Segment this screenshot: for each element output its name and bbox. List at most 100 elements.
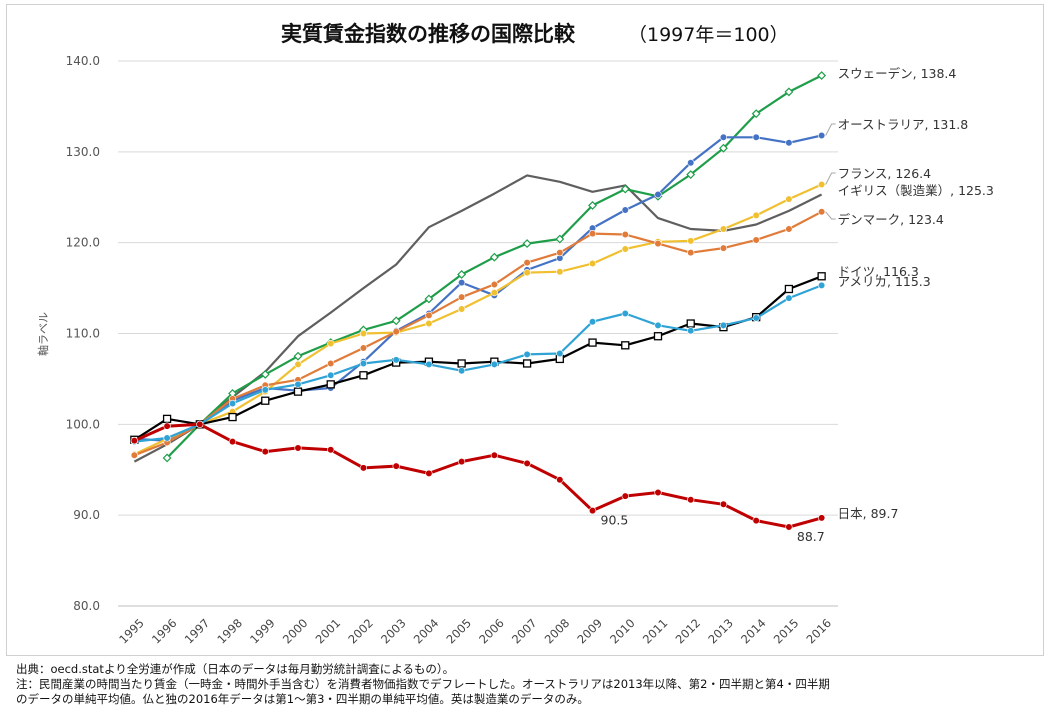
data-point — [621, 309, 629, 318]
series-line — [133, 183, 823, 456]
data-point — [556, 349, 564, 358]
data-point — [752, 133, 760, 141]
data-point — [490, 280, 498, 289]
data-point — [653, 332, 663, 341]
data-point — [490, 289, 498, 297]
data-point — [327, 446, 335, 454]
y-tick-label: 80.0 — [73, 599, 100, 613]
x-tick-label: 2011 — [640, 616, 671, 647]
data-point — [785, 523, 793, 531]
data-point — [556, 476, 564, 484]
data-point — [458, 457, 466, 466]
y-tick-label: 90.0 — [73, 508, 100, 522]
data-point — [425, 311, 433, 319]
data-point — [588, 507, 597, 515]
data-point — [392, 462, 400, 470]
y-tick-label: 140.0 — [66, 54, 100, 68]
data-point — [752, 314, 760, 322]
data-point — [751, 109, 761, 119]
data-point — [424, 294, 434, 304]
data-point — [327, 359, 335, 368]
data-point — [490, 360, 498, 368]
data-point — [130, 437, 138, 445]
data-point — [719, 225, 728, 233]
data-point — [425, 319, 433, 328]
series-line — [133, 275, 822, 441]
y-tick-label: 130.0 — [66, 145, 100, 159]
data-point — [818, 514, 826, 522]
series-end-label: フランス, 126.4 — [838, 166, 932, 181]
series-line — [134, 210, 823, 457]
data-point — [327, 339, 335, 348]
data-point — [130, 451, 138, 459]
data-point — [359, 464, 368, 472]
x-tick-label: 2000 — [280, 616, 311, 647]
data-point — [457, 359, 466, 368]
x-tick-label: 2007 — [509, 616, 540, 647]
data-point — [261, 447, 269, 456]
data-point — [359, 359, 368, 368]
data-point — [489, 252, 499, 262]
data-point — [719, 244, 728, 252]
data-point — [752, 517, 760, 525]
x-tick-label: 2005 — [444, 616, 475, 647]
data-point — [392, 328, 400, 336]
data-point — [359, 344, 368, 352]
x-tick-label: 2009 — [574, 616, 605, 647]
series-end-label: アメリカ, 115.3 — [838, 274, 931, 289]
series-layer — [130, 71, 827, 531]
data-point — [654, 321, 662, 329]
x-tick-label: 2010 — [607, 616, 638, 647]
data-point — [228, 437, 237, 446]
data-point — [719, 321, 728, 329]
data-point — [392, 356, 400, 364]
x-tick-label: 2002 — [345, 616, 376, 647]
data-point — [293, 387, 303, 396]
data-point — [818, 131, 826, 140]
data-point — [228, 412, 237, 422]
y-tick-label: 110.0 — [66, 327, 100, 341]
data-point — [326, 380, 335, 389]
data-point — [522, 359, 532, 368]
x-tick-label: 2012 — [673, 616, 704, 647]
data-point — [719, 500, 728, 508]
data-point — [686, 170, 696, 179]
series-line — [133, 422, 823, 529]
data-point — [785, 139, 793, 147]
x-tick-label: 1997 — [182, 616, 213, 647]
data-point — [228, 399, 237, 408]
data-point — [687, 249, 695, 257]
data-point — [719, 143, 728, 153]
series-end-label: イギリス（製造業）, 125.3 — [838, 183, 994, 198]
x-tick-label: 2016 — [804, 616, 835, 647]
data-point — [458, 367, 466, 375]
data-point — [162, 453, 172, 463]
data-point — [818, 281, 826, 289]
data-point — [458, 279, 466, 287]
x-tick-label: 2001 — [313, 616, 344, 647]
data-point — [163, 422, 171, 430]
data-point — [458, 293, 466, 301]
line-chart: 実質賃金指数の推移の国際比較 （1997年＝100） 軸ラベル 80.0 90.0… — [36, 22, 994, 647]
data-point — [523, 350, 531, 358]
data-point — [294, 380, 302, 388]
data-point — [260, 369, 270, 379]
data-point — [327, 371, 335, 379]
y-axis-label: 軸ラベル — [36, 312, 50, 356]
series-end-label: 日本, 89.7 — [838, 506, 899, 521]
data-point — [588, 259, 597, 268]
data-label: 90.5 — [601, 513, 629, 528]
data-point — [687, 496, 695, 504]
y-tick-label: 120.0 — [66, 236, 100, 250]
data-point — [523, 259, 531, 267]
data-point — [621, 341, 630, 350]
chart-subtitle: （1997年＝100） — [628, 24, 789, 46]
data-point — [654, 239, 662, 248]
series-line — [134, 284, 822, 443]
data-point — [490, 451, 498, 459]
data-point — [555, 234, 565, 244]
data-point — [620, 184, 630, 194]
data-point — [784, 87, 794, 97]
leader-line — [825, 172, 836, 185]
data-point — [163, 434, 171, 442]
